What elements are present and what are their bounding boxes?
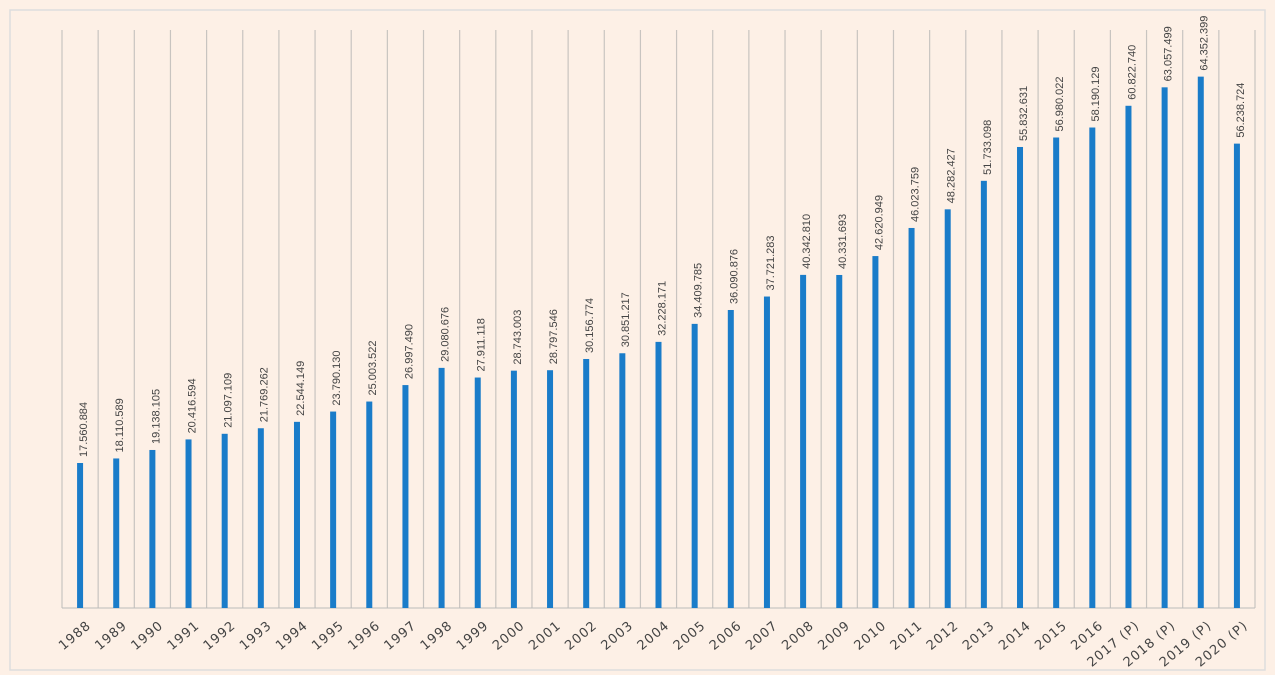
bar xyxy=(1125,105,1132,608)
x-tick-label: 1992 xyxy=(201,618,239,653)
bar xyxy=(944,209,951,608)
x-tick-label: 2007 xyxy=(743,618,781,653)
x-tick-label: 2009 xyxy=(815,618,853,653)
data-label: 34.409.785 xyxy=(693,263,705,318)
data-label: 21.097.109 xyxy=(223,373,235,428)
bar xyxy=(619,353,626,608)
x-tick-label: 1997 xyxy=(382,618,420,653)
data-label: 42.620.949 xyxy=(873,195,885,250)
x-tick-label: 1995 xyxy=(309,618,347,653)
data-label: 56.238.724 xyxy=(1235,83,1247,138)
x-tick-label: 2014 xyxy=(996,618,1034,653)
bar xyxy=(1161,87,1168,609)
x-tick-label: 1989 xyxy=(92,618,130,653)
data-label: 37.721.283 xyxy=(765,235,777,290)
data-label: 21.769.262 xyxy=(259,367,271,422)
data-label: 26.997.490 xyxy=(403,324,415,379)
data-label: 60.822.740 xyxy=(1126,45,1138,100)
bar xyxy=(763,296,770,608)
x-tick-label: 2003 xyxy=(599,618,637,653)
bar xyxy=(402,385,409,608)
bar xyxy=(185,439,192,608)
x-tick-label: 2012 xyxy=(924,618,962,653)
x-tick-label: 2013 xyxy=(960,618,998,653)
x-tick-label: 2015 xyxy=(1032,618,1070,653)
x-tick-label: 1991 xyxy=(165,618,203,653)
x-tick-label: 1993 xyxy=(237,618,275,653)
data-label: 46.023.759 xyxy=(909,167,921,222)
data-label: 48.282.427 xyxy=(946,148,958,203)
data-label: 32.228.171 xyxy=(656,281,668,336)
bar xyxy=(438,367,445,608)
bar xyxy=(583,358,590,608)
data-label: 25.003.522 xyxy=(367,340,379,395)
data-label: 40.342.810 xyxy=(801,214,813,269)
x-tick-label: 1999 xyxy=(454,618,492,653)
data-label: 28.743.003 xyxy=(512,310,524,365)
data-label: 30.851.217 xyxy=(620,292,632,347)
x-tick-label: 1996 xyxy=(345,618,383,653)
data-label: 63.057.499 xyxy=(1163,26,1175,81)
data-label: 23.790.130 xyxy=(331,350,343,405)
bar xyxy=(474,377,481,608)
data-label: 19.138.105 xyxy=(150,389,162,444)
bar xyxy=(691,323,698,608)
bar xyxy=(1089,127,1096,608)
bar xyxy=(510,370,517,608)
x-tick-label: 2010 xyxy=(852,618,890,653)
x-tick-label: 1994 xyxy=(273,618,311,653)
data-label: 51.733.098 xyxy=(982,120,994,175)
data-label: 64.352.399 xyxy=(1199,16,1211,71)
data-label: 18.110.589 xyxy=(114,398,126,452)
bar xyxy=(366,401,373,608)
bar xyxy=(908,227,915,608)
bar xyxy=(1197,76,1204,608)
data-label: 20.416.594 xyxy=(186,378,198,433)
x-tick-label: 2004 xyxy=(635,618,673,653)
data-label: 40.331.693 xyxy=(837,214,849,269)
x-tick-label: 2011 xyxy=(888,618,926,653)
x-tick-label: 2001 xyxy=(526,618,564,653)
bar xyxy=(800,274,807,608)
bar xyxy=(1233,143,1240,608)
bar xyxy=(1053,137,1060,608)
bar xyxy=(547,370,554,608)
data-label: 36.090.876 xyxy=(729,249,741,304)
x-tick-label: 2000 xyxy=(490,618,528,653)
x-tick-label: 1990 xyxy=(129,618,167,653)
data-label: 17.560.884 xyxy=(78,402,90,457)
data-label: 55.832.631 xyxy=(1018,86,1030,141)
data-label: 28.797.546 xyxy=(548,309,560,364)
bar xyxy=(221,433,228,608)
data-label: 22.544.149 xyxy=(295,361,307,416)
bar xyxy=(149,449,156,608)
bar xyxy=(77,462,84,608)
data-label: 27.911.118 xyxy=(476,318,488,371)
x-tick-label: 1988 xyxy=(56,618,94,653)
data-label: 56.980.022 xyxy=(1054,76,1066,131)
x-tick-label: 1998 xyxy=(418,618,456,653)
bar xyxy=(727,309,734,608)
x-tick-label: 2002 xyxy=(562,618,600,653)
x-tick-label: 2008 xyxy=(779,618,817,653)
data-label: 30.156.774 xyxy=(584,298,596,353)
data-label: 58.190.129 xyxy=(1090,66,1102,121)
bar xyxy=(113,458,120,608)
x-tick-label: 2006 xyxy=(707,618,745,653)
bar xyxy=(836,274,843,608)
bar xyxy=(872,256,879,608)
bar xyxy=(257,428,264,608)
bar xyxy=(293,421,300,608)
frame xyxy=(9,9,1266,671)
bar xyxy=(330,411,337,608)
bar xyxy=(655,341,662,608)
bar xyxy=(980,180,987,609)
x-tick-label: 2005 xyxy=(671,618,709,653)
data-label: 29.080.676 xyxy=(439,307,451,362)
bar xyxy=(1017,146,1024,608)
